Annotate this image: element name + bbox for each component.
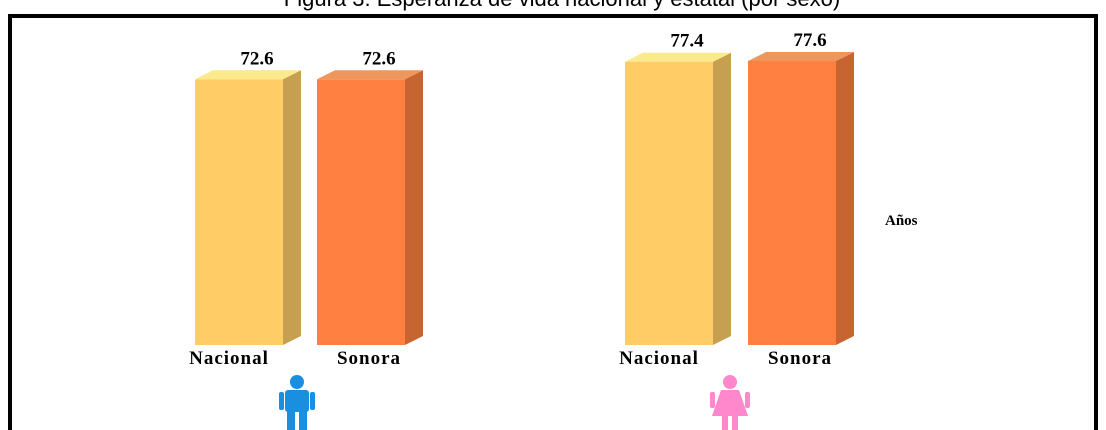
bar-side [405,70,423,345]
bar [195,79,283,345]
frame [8,14,1098,430]
axis-label: Años [885,213,918,229]
value-label: 72.6 [240,48,273,69]
series-label: Sonora [337,348,401,369]
series-label: Nacional [189,348,269,369]
series-label: Sonora [768,348,832,369]
bar-top [317,70,423,80]
bar-top [195,70,301,80]
bar-side [836,51,854,345]
bar-side [283,70,301,345]
bar-top [625,52,731,62]
value-label: 72.6 [362,48,395,69]
bar-top [748,51,854,61]
male-icon [279,375,315,430]
series-label: Nacional [619,348,699,369]
value-label: 77.4 [670,31,704,52]
value-label: 77.6 [793,30,826,51]
bar [625,61,713,345]
bar [748,60,836,345]
chart-title: Figura 3. Esperanza de vida nacional y e… [284,0,840,11]
female-icon [710,375,750,430]
bar-side [713,52,731,345]
bar [317,79,405,345]
